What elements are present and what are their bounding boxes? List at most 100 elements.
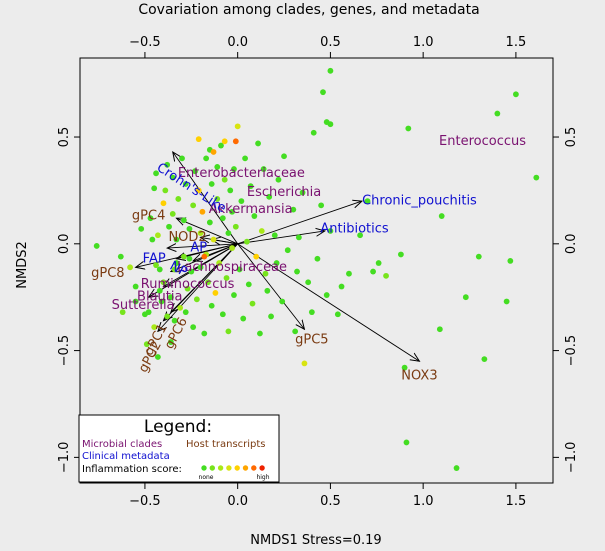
sample-point: [193, 296, 200, 303]
y-tick-label-left: −1.0: [57, 442, 72, 474]
sample-point: [240, 315, 247, 322]
sample-point: [212, 290, 219, 296]
sample-point: [308, 309, 315, 316]
sample-point: [221, 176, 228, 183]
sample-point: [401, 364, 408, 371]
sample-point: [175, 196, 182, 202]
vector-arrow: [237, 231, 325, 245]
x-tick-label-top: 0.5: [320, 35, 341, 50]
legend-low-label: none: [199, 474, 214, 481]
vector-arrow: [237, 201, 362, 245]
sample-point: [234, 123, 241, 130]
sample-point: [305, 279, 312, 286]
sample-point: [375, 260, 382, 266]
vector-label: Akkermansia: [209, 202, 293, 217]
sample-point: [310, 129, 317, 136]
sample-point: [214, 164, 221, 170]
vector-arrow: [176, 218, 238, 245]
sample-point: [155, 354, 161, 360]
sample-point: [247, 183, 254, 190]
vector-label: NP: [167, 259, 190, 281]
sample-point: [279, 298, 286, 305]
legend-color-swatch: [251, 465, 257, 471]
sample-point: [334, 311, 341, 318]
x-tick-label-top: 0.0: [227, 35, 248, 50]
vector-label: NOD2: [168, 230, 206, 245]
sample-point: [184, 285, 191, 292]
sample-point: [195, 187, 202, 194]
sample-point: [173, 236, 180, 243]
vector-label: Blautia: [137, 290, 182, 305]
sample-point: [127, 264, 133, 271]
sample-point: [156, 266, 163, 273]
sample-point: [436, 326, 443, 333]
sample-point: [132, 298, 139, 305]
x-tick-label-bottom: −0.5: [129, 494, 161, 509]
sample-point: [160, 200, 167, 207]
y-tick-label-left: −0.5: [57, 335, 72, 367]
sample-point: [370, 268, 376, 275]
sample-point: [403, 439, 410, 446]
vector-arrow: [173, 152, 239, 245]
sample-point: [223, 275, 230, 281]
y-tick-label-right: 0.5: [564, 127, 579, 148]
sample-point: [229, 245, 236, 251]
vector-label: Antibiotics: [320, 221, 389, 236]
vector-label: Escherichia: [247, 185, 321, 200]
sample-point: [245, 281, 252, 288]
sample-point: [190, 202, 197, 209]
chart-title: Covariation among clades, genes, and met…: [138, 2, 479, 18]
sample-point: [167, 294, 174, 301]
vector-arrow: [136, 243, 238, 267]
sample-point: [273, 260, 280, 266]
sample-point: [251, 213, 258, 219]
sample-point: [236, 266, 243, 273]
sample-point: [327, 228, 334, 234]
legend-color-swatch: [217, 465, 224, 471]
sample-point: [232, 223, 239, 230]
sample-point: [219, 215, 226, 222]
sample-point: [167, 339, 174, 345]
vector-arrow: [237, 243, 420, 361]
sample-point: [281, 153, 287, 160]
sample-point: [262, 270, 269, 277]
sample-point: [151, 324, 158, 330]
legend-high-label: high: [256, 474, 269, 481]
sample-point: [275, 176, 282, 183]
sample-point: [327, 121, 334, 128]
sample-point: [145, 309, 152, 316]
sample-point: [164, 161, 171, 168]
sample-point: [295, 234, 302, 241]
sample-point: [208, 181, 215, 187]
sample-point: [258, 228, 265, 234]
vector-label: Ruminococcus: [141, 277, 235, 292]
inflammation-color-scale: [201, 465, 265, 471]
legend-clinical-label: Clinical metadata: [82, 451, 170, 462]
sample-point: [327, 67, 334, 74]
sample-point: [166, 223, 172, 230]
sample-point: [453, 465, 460, 471]
sample-point: [268, 313, 274, 320]
sample-point: [214, 196, 221, 202]
sample-point: [199, 208, 206, 215]
vector-label: Chronic_pouchitis: [362, 194, 477, 209]
sample-point: [292, 328, 299, 335]
vector-label: AP: [190, 241, 207, 256]
sample-point: [216, 260, 223, 266]
sample-point: [299, 189, 306, 196]
sample-point: [507, 257, 514, 264]
sample-point: [232, 138, 239, 145]
legend-host-label: Host transcripts: [186, 439, 266, 450]
sample-point: [231, 166, 237, 172]
sample-point: [294, 268, 300, 275]
vector-label: gPC8: [91, 266, 124, 281]
sample-point: [533, 174, 540, 181]
vector-arrow: [158, 243, 238, 332]
sample-point: [314, 255, 321, 262]
sample-point: [438, 213, 445, 219]
sample-point: [249, 300, 256, 307]
sample-point: [494, 110, 501, 117]
vector-arrow: [167, 244, 238, 248]
vector-label: Enterobacteriaceae: [178, 166, 305, 181]
